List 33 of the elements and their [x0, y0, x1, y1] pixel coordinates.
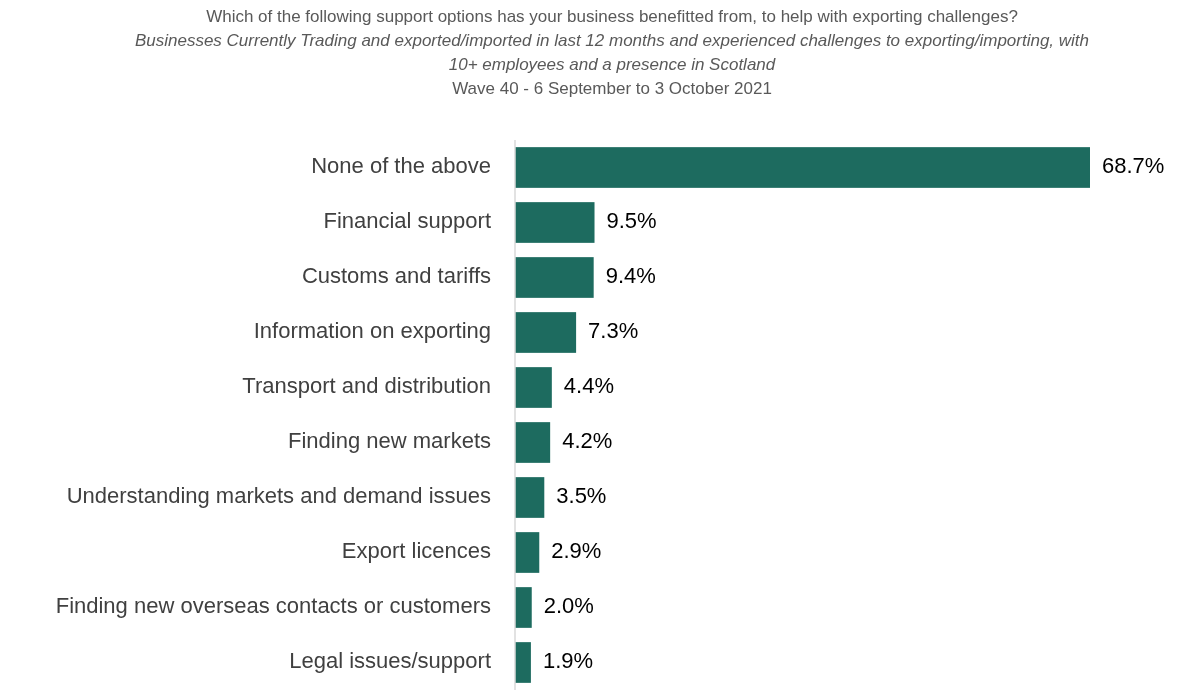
bar [515, 257, 594, 298]
bar [515, 422, 551, 463]
data-label: 4.4% [563, 373, 614, 399]
data-label: 68.7% [1102, 153, 1165, 179]
y-tick-label: Customs and tariffs [301, 263, 491, 289]
data-label: 3.5% [556, 483, 607, 509]
chart-subtitle: Businesses Currently Trading and exported/imported in last 12 months and experienced challenges to exporting/importing, with 10+ employees and a presence in Scotland [134, 31, 1090, 74]
data-label: 2.0% [543, 593, 594, 619]
y-tick-label: None of the above [311, 153, 491, 179]
bar [515, 642, 531, 683]
data-label: 7.3% [588, 318, 639, 344]
bar [515, 587, 532, 628]
y-tick-label: Finding new overseas contacts or customers [55, 593, 491, 619]
bar [515, 367, 552, 408]
y-tick-label: Transport and distribution [242, 373, 491, 399]
bar [515, 202, 595, 243]
data-label: 9.5% [606, 208, 657, 234]
data-label: 9.4% [605, 263, 656, 289]
data-label: 4.2% [562, 428, 613, 454]
data-label: 2.9% [551, 538, 602, 564]
y-tick-label: Information on exporting [253, 318, 491, 344]
y-tick-label: Finding new markets [288, 428, 491, 454]
y-tick-label: Export licences [341, 538, 491, 564]
text: Wave 40 - 6 September to 3 October 2021 [452, 79, 772, 98]
chart-title: Which of the following support options has your business benefitted from, to help with exporting challenges? [206, 7, 1018, 26]
bar [515, 147, 1090, 188]
bar [515, 477, 545, 518]
data-label: 1.9% [542, 648, 594, 674]
y-tick-label: Understanding markets and demand issues [66, 483, 491, 509]
bar [515, 532, 540, 573]
bar [515, 312, 577, 353]
y-tick-label: Financial support [323, 208, 491, 234]
y-tick-label: Legal issues/support [289, 648, 491, 674]
